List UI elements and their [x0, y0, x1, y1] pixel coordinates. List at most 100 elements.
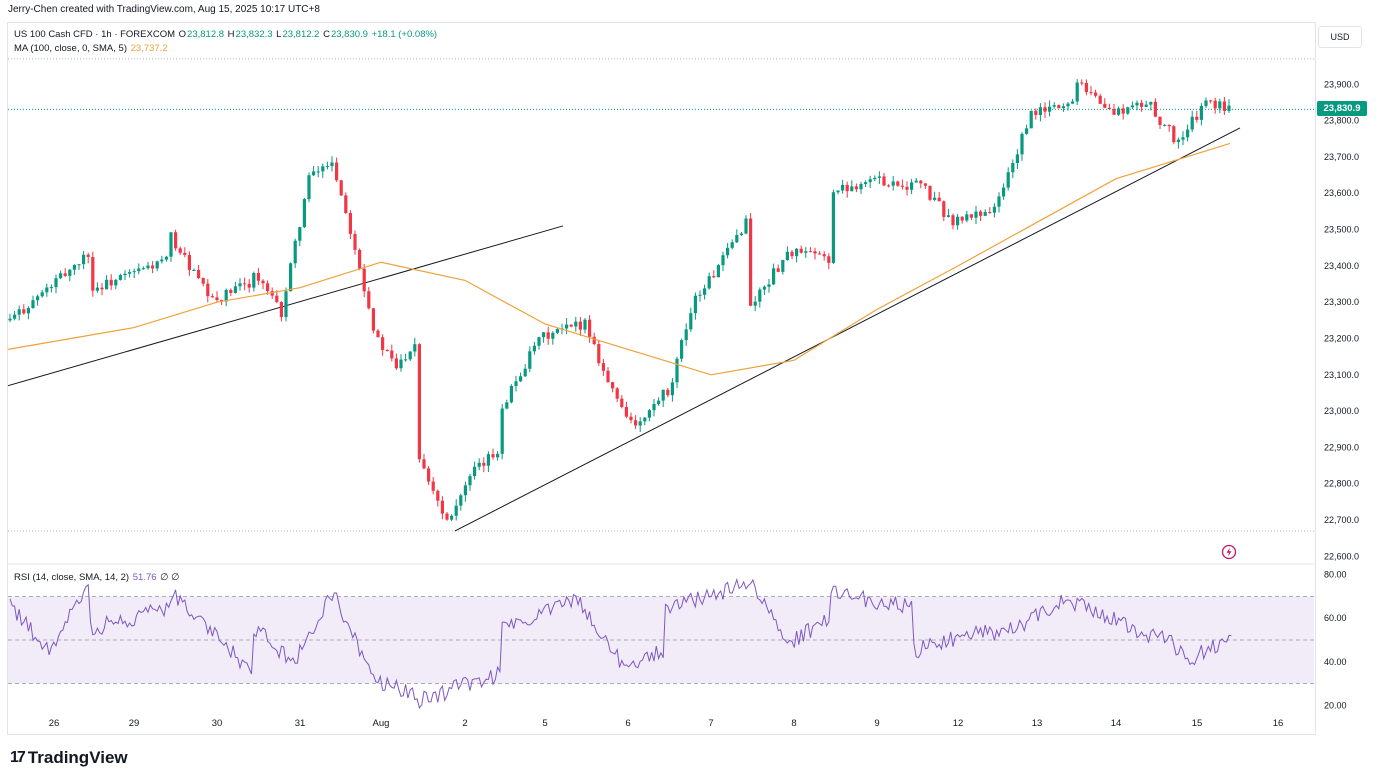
candle-body — [289, 263, 293, 292]
candle-body — [178, 248, 182, 253]
candle-body — [459, 495, 463, 506]
candle-body — [381, 337, 385, 350]
candle-body — [1112, 109, 1116, 115]
candle-body — [151, 265, 155, 269]
currency-button[interactable]: USD — [1318, 26, 1362, 48]
candle-body — [887, 185, 891, 187]
candle-body — [123, 273, 127, 276]
price-legend: US 100 Cash CFD · 1h · FOREXCOM O23,812.… — [14, 29, 438, 40]
candle-body — [473, 466, 477, 477]
candle-body — [417, 344, 421, 460]
candle-body — [454, 505, 458, 516]
candle-body — [261, 280, 265, 284]
candle-body — [606, 370, 610, 383]
candle-body — [818, 253, 822, 255]
candle-body — [1135, 102, 1139, 106]
legend-low-label: L — [276, 29, 282, 40]
candle-body — [1176, 139, 1180, 143]
candle-body — [624, 406, 628, 417]
candle-body — [1071, 101, 1075, 104]
candle-body — [542, 332, 546, 338]
candle-body — [1094, 92, 1098, 96]
time-tick-label: 8 — [791, 718, 796, 729]
candle-body — [358, 249, 362, 269]
candle-body — [408, 351, 412, 360]
candle-body — [519, 376, 523, 382]
candle-body — [344, 195, 348, 213]
tradingview-logo: 17 TradingView — [10, 748, 128, 768]
candle-body — [137, 268, 141, 272]
candle-body — [1098, 95, 1102, 104]
candle-body — [675, 358, 679, 383]
legend-change: +18.1 (+0.08%) — [371, 29, 438, 40]
price-axis: 23,900.0 23,800.0 23,700.0 23,600.0 23,500.0… — [1324, 79, 1359, 561]
candle-body — [390, 350, 394, 359]
price-tick-label: 23,700.0 — [1324, 152, 1359, 162]
candle-body — [942, 201, 946, 217]
candle-body — [850, 186, 854, 192]
candle-body — [1163, 124, 1167, 126]
candle-body — [1034, 110, 1038, 116]
candle-body — [509, 385, 513, 403]
flash-icon[interactable] — [1221, 544, 1237, 560]
candle-body — [1167, 124, 1171, 127]
candle-body — [1209, 100, 1213, 102]
candle-body — [601, 363, 605, 371]
candle-body — [776, 268, 780, 272]
candle-body — [1038, 107, 1042, 116]
candle-body — [652, 403, 656, 411]
candle-body — [919, 180, 923, 184]
candle-body — [330, 162, 334, 167]
candle-body — [730, 242, 734, 248]
candle-body — [900, 185, 904, 187]
candle-body — [974, 211, 978, 218]
price-tick-label: 22,700.0 — [1324, 515, 1359, 525]
candle-body — [468, 476, 472, 486]
candle-body — [210, 296, 214, 298]
candle-body — [105, 279, 109, 290]
candle-body — [183, 252, 187, 255]
candle-body — [588, 319, 592, 337]
candle-body — [1121, 108, 1125, 114]
candle-body — [491, 454, 495, 458]
candle-body — [399, 359, 403, 369]
price-tick-label: 22,600.0 — [1324, 551, 1359, 561]
candle-body — [827, 256, 831, 263]
candle-body — [187, 254, 191, 271]
candle-body — [795, 248, 799, 257]
candle-body — [767, 284, 771, 287]
candle-body — [873, 177, 877, 180]
candle-body — [1117, 108, 1121, 115]
candle-body — [1006, 172, 1010, 188]
rsi-legend-label: RSI (14, close, SMA, 14, 2) — [14, 572, 130, 583]
candle-body — [781, 260, 785, 272]
legend-symbol: US 100 Cash CFD · 1h · FOREXCOM — [14, 29, 176, 40]
candle-body — [569, 324, 573, 327]
candle-body — [1199, 105, 1203, 120]
candle-body — [532, 345, 536, 352]
candle-body — [229, 289, 233, 293]
candle-body — [270, 291, 274, 296]
candle-body — [785, 251, 789, 261]
candle-body — [436, 490, 440, 501]
candle-body — [335, 162, 339, 181]
candle-body — [707, 276, 711, 289]
rsi-legend-extra: ∅ ∅ — [160, 572, 180, 583]
candle-body — [1186, 129, 1190, 138]
legend-high: 23,832.3 — [235, 29, 273, 40]
rsi-axis: 80.00 60.00 40.00 20.00 — [1324, 570, 1347, 711]
candle-body — [997, 196, 1001, 207]
candle-body — [63, 273, 67, 276]
candle-body — [1140, 102, 1144, 107]
candle-body — [482, 462, 486, 466]
candle-body — [891, 181, 895, 186]
candle-body — [597, 344, 601, 364]
candle-body — [643, 417, 647, 422]
candle-body — [1195, 116, 1199, 120]
candle-body — [376, 330, 380, 338]
candle-body — [882, 176, 886, 186]
candle-body — [928, 185, 932, 200]
candle-body — [146, 265, 150, 269]
candle-body — [1213, 100, 1217, 109]
